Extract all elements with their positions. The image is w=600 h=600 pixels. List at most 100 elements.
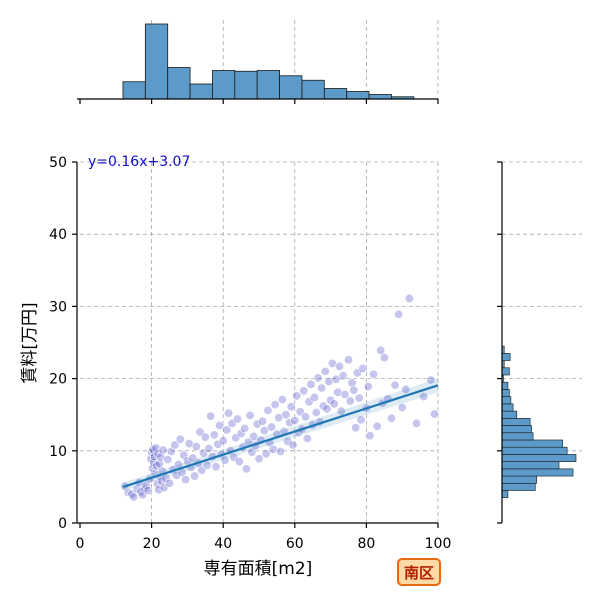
scatter-point: [236, 428, 246, 438]
scatter-point: [233, 414, 243, 424]
scatter-point: [240, 423, 250, 433]
scatter-point: [401, 384, 411, 394]
x-tick-label: 60: [286, 536, 304, 552]
scatter-point: [170, 440, 180, 450]
x-hist-bar: [167, 67, 191, 100]
x-axis-label: 専有面積[m2]: [204, 559, 313, 579]
scatter-point: [211, 462, 221, 472]
scatter-point: [301, 412, 311, 422]
scatter-point: [261, 449, 271, 459]
scatter-point: [365, 431, 375, 441]
x-hist-bar: [346, 91, 370, 100]
scatter-point: [354, 393, 364, 403]
y-tick-label: 50: [49, 155, 67, 171]
x-hist-bar: [256, 70, 280, 100]
scatter-point: [372, 421, 382, 431]
scatter-point: [283, 436, 293, 446]
scatter-point: [241, 464, 251, 474]
scatter-point: [376, 345, 386, 355]
scatter-point: [153, 449, 163, 459]
scatter-point: [275, 447, 285, 457]
scatter-point: [369, 369, 379, 379]
y-hist-bar: [501, 353, 511, 361]
scatter-point: [412, 418, 422, 428]
scatter-point: [338, 371, 348, 381]
scatter-point: [363, 382, 373, 392]
scatter-point: [306, 379, 316, 389]
scatter-point: [309, 392, 319, 402]
scatter-point: [215, 421, 225, 431]
scatter-point: [281, 410, 291, 420]
scatter-points: [120, 293, 439, 502]
scatter-point: [326, 395, 336, 405]
scatter-point: [234, 457, 244, 467]
scatter-point: [274, 413, 284, 423]
scatter-point: [327, 358, 337, 368]
x-hist-bar: [301, 79, 325, 100]
scatter-point: [149, 452, 159, 462]
scatter-point: [147, 463, 157, 473]
x-tick-label: 20: [143, 536, 161, 552]
scatter-point: [204, 444, 214, 454]
scatter-point: [181, 475, 191, 485]
y-hist-bar: [501, 475, 538, 484]
y-hist-bar: [501, 454, 577, 462]
confidence-band: [122, 378, 439, 491]
axes: 0 20 40 60 80 100 0 10 20 30 40 50: [49, 155, 451, 552]
scatter-point: [358, 363, 368, 373]
scatter-point: [331, 374, 341, 384]
scatter-point: [143, 486, 153, 496]
scatter-point: [290, 415, 300, 425]
y-hist-bar: [501, 425, 532, 434]
regression-line: [122, 384, 439, 489]
scatter-point: [333, 387, 343, 397]
scatter-point: [329, 399, 339, 409]
y-hist-bar: [501, 381, 509, 390]
scatter-point: [343, 355, 353, 365]
scatter-point: [286, 402, 296, 412]
scatter-point: [158, 445, 168, 455]
regression: [122, 378, 439, 491]
scatter-point: [268, 444, 278, 454]
scatter-point: [254, 454, 264, 464]
scatter-point: [179, 450, 189, 460]
scatter-point: [394, 309, 404, 319]
scatter-point: [345, 396, 355, 406]
scatter-point: [419, 392, 429, 402]
scatter-point: [317, 383, 327, 393]
scatter-point: [336, 406, 346, 416]
scatter-point: [397, 402, 407, 412]
scatter-point: [184, 439, 194, 449]
scatter-point: [156, 452, 166, 462]
scatter-point: [267, 422, 277, 432]
scatter-point: [335, 361, 345, 371]
y-hist-bar: [501, 439, 563, 448]
scatter-point: [245, 410, 255, 420]
scatter-point: [222, 425, 232, 435]
scatter-point: [224, 408, 234, 418]
scatter-point: [249, 431, 259, 441]
y-hist-bar: [501, 468, 574, 477]
scatter-point: [270, 400, 280, 410]
scatter-point: [200, 432, 210, 442]
scatter-point: [209, 430, 219, 440]
scatter-point: [313, 373, 323, 383]
scatter-point: [292, 391, 302, 401]
scatter-point: [322, 404, 332, 414]
scatter-point: [163, 454, 173, 464]
x-hist-bar: [234, 70, 258, 100]
y-tick-label: 40: [49, 227, 67, 243]
x-tick-label: 100: [425, 536, 452, 552]
regression-equation: y=0.16x+3.07: [88, 154, 190, 170]
scatter-point: [429, 409, 439, 419]
scatter-point: [426, 375, 436, 385]
scatter-point: [172, 470, 182, 480]
y-hist-bar: [501, 446, 568, 455]
x-hist-bar: [189, 83, 213, 100]
x-histogram: [77, 20, 439, 104]
x-hist-bar: [279, 75, 303, 100]
y-tick-label: 0: [58, 516, 67, 532]
x-hist-bar: [323, 88, 348, 100]
scatter-point: [379, 353, 389, 363]
